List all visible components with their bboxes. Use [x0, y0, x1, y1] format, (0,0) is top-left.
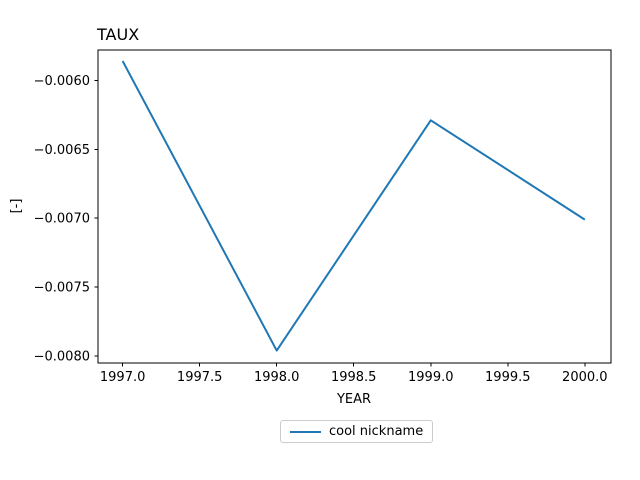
x-tick-label: 1998.0	[254, 370, 300, 385]
chart-title: TAUX	[96, 25, 139, 44]
axes-frame	[97, 49, 612, 364]
y-tick-label: −0.0080	[34, 350, 90, 365]
y-tick-label: −0.0060	[34, 74, 90, 89]
y-axis-ticks: −0.0060 −0.0065 −0.0070 −0.0075 −0.0080	[34, 74, 98, 365]
legend: cool nickname	[280, 420, 434, 443]
x-axis-label: YEAR	[336, 392, 371, 407]
y-tick-label: −0.0065	[34, 143, 90, 158]
x-tick-label: 2000.0	[562, 370, 608, 385]
x-axis-ticks: 1997.0 1997.5 1998.0 1998.5 1999.0 1999.5 2000…	[100, 363, 608, 385]
y-tick-label: −0.0075	[34, 281, 90, 296]
x-tick-label: 1999.0	[408, 370, 454, 385]
legend-line-sample-icon	[290, 430, 321, 433]
x-tick-label: 1997.5	[177, 370, 223, 385]
y-tick-label: −0.0070	[34, 212, 90, 227]
x-tick-label: 1999.5	[485, 370, 531, 385]
legend-label: cool nickname	[329, 424, 424, 439]
x-tick-label: 1998.5	[331, 370, 377, 385]
y-axis-label: [-]	[9, 199, 24, 214]
data-line-series	[121, 60, 586, 352]
x-tick-label: 1997.0	[100, 370, 146, 385]
